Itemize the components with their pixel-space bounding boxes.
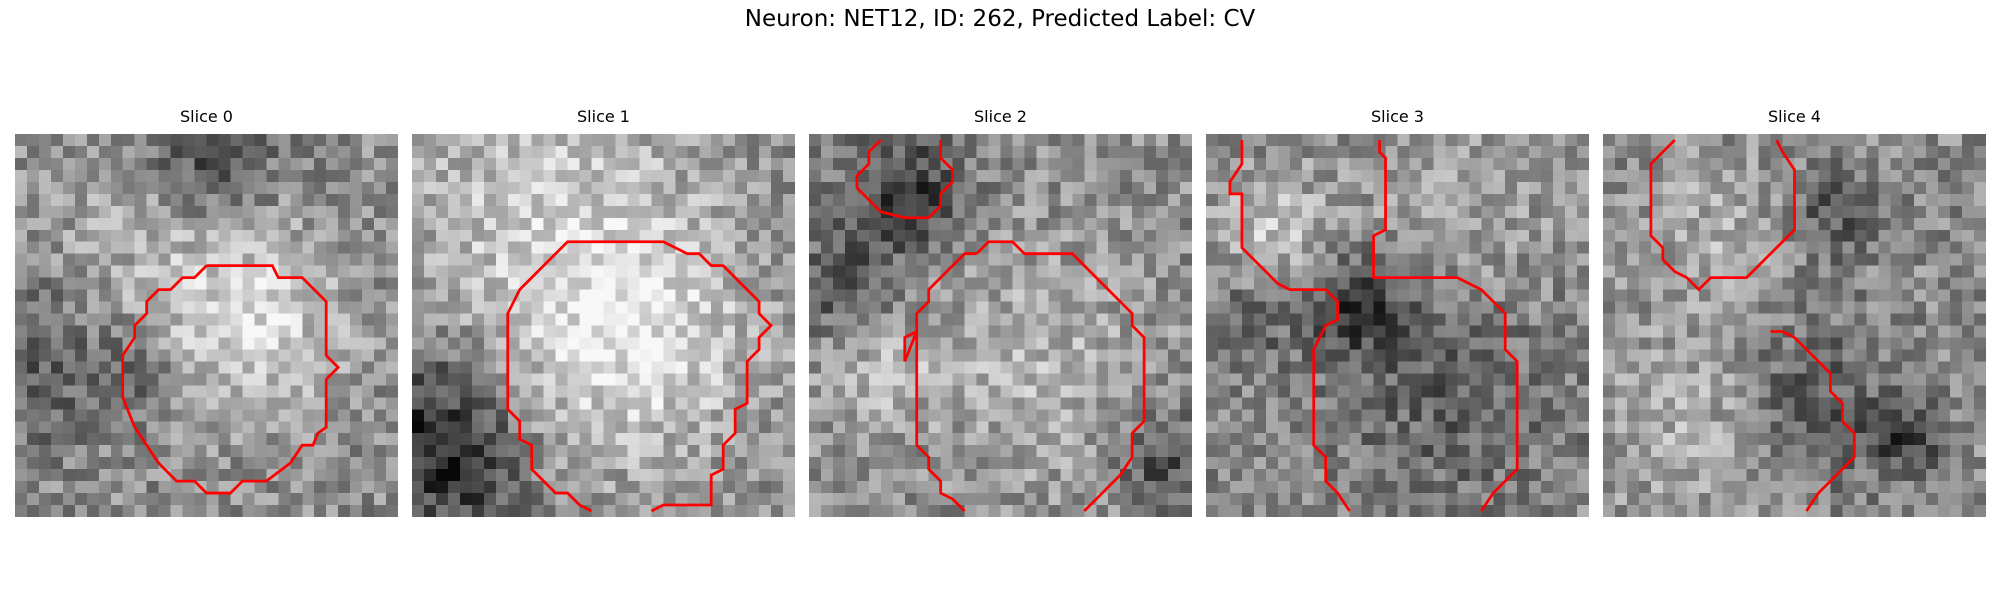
slice-3-contour-right: [1372, 139, 1519, 512]
slice-3-image: [1206, 134, 1589, 517]
slice-2-panel: Slice 2: [809, 107, 1192, 517]
slice-1-panel: Slice 1: [412, 107, 795, 517]
figure-title: Neuron: NET12, ID: 262, Predicted Label:…: [744, 6, 1256, 32]
slice-3-panel: Slice 3: [1206, 107, 1589, 517]
slice-4-title: Slice 4: [1768, 107, 1821, 126]
slice-4-contour-top: [1649, 139, 1796, 292]
slice-3-title: Slice 3: [1371, 107, 1424, 126]
slice-2-contour-main: [975, 240, 1146, 512]
slice-2-contour-top: [855, 139, 955, 220]
slice-1-contour-main: [579, 240, 774, 513]
slice-0-contour: [121, 264, 341, 495]
slice-4-panel: Slice 4: [1603, 107, 1986, 517]
slice-2-contours: [855, 139, 1146, 512]
slice-1-image: [412, 134, 795, 517]
slice-2-title: Slice 2: [974, 107, 1027, 126]
slice-1-contour-lower: [506, 240, 593, 513]
slice-3-contour-left: [1228, 139, 1351, 512]
slice-2-contour-left: [903, 252, 977, 512]
slice-0-contours: [121, 264, 341, 495]
slice-1-pixel-grid: [412, 134, 795, 517]
slice-0-pixel-grid: [15, 134, 398, 517]
slice-3-pixel-grid: [1206, 134, 1589, 517]
slice-0-panel: Slice 0: [15, 107, 398, 517]
slice-0-title: Slice 0: [180, 107, 233, 126]
slice-0-image: [15, 134, 398, 517]
slice-2-pixel-grid: [809, 134, 1192, 517]
slice-4-image: [1603, 134, 1986, 517]
slice-3-contours: [1228, 139, 1519, 512]
slice-1-contours: [506, 240, 774, 513]
slice-4-pixel-grid: [1603, 134, 1986, 517]
slice-4-contours: [1649, 139, 1856, 512]
slice-1-title: Slice 1: [577, 107, 630, 126]
slice-4-contour-bottom: [1770, 330, 1856, 512]
slice-2-image: [809, 134, 1192, 517]
